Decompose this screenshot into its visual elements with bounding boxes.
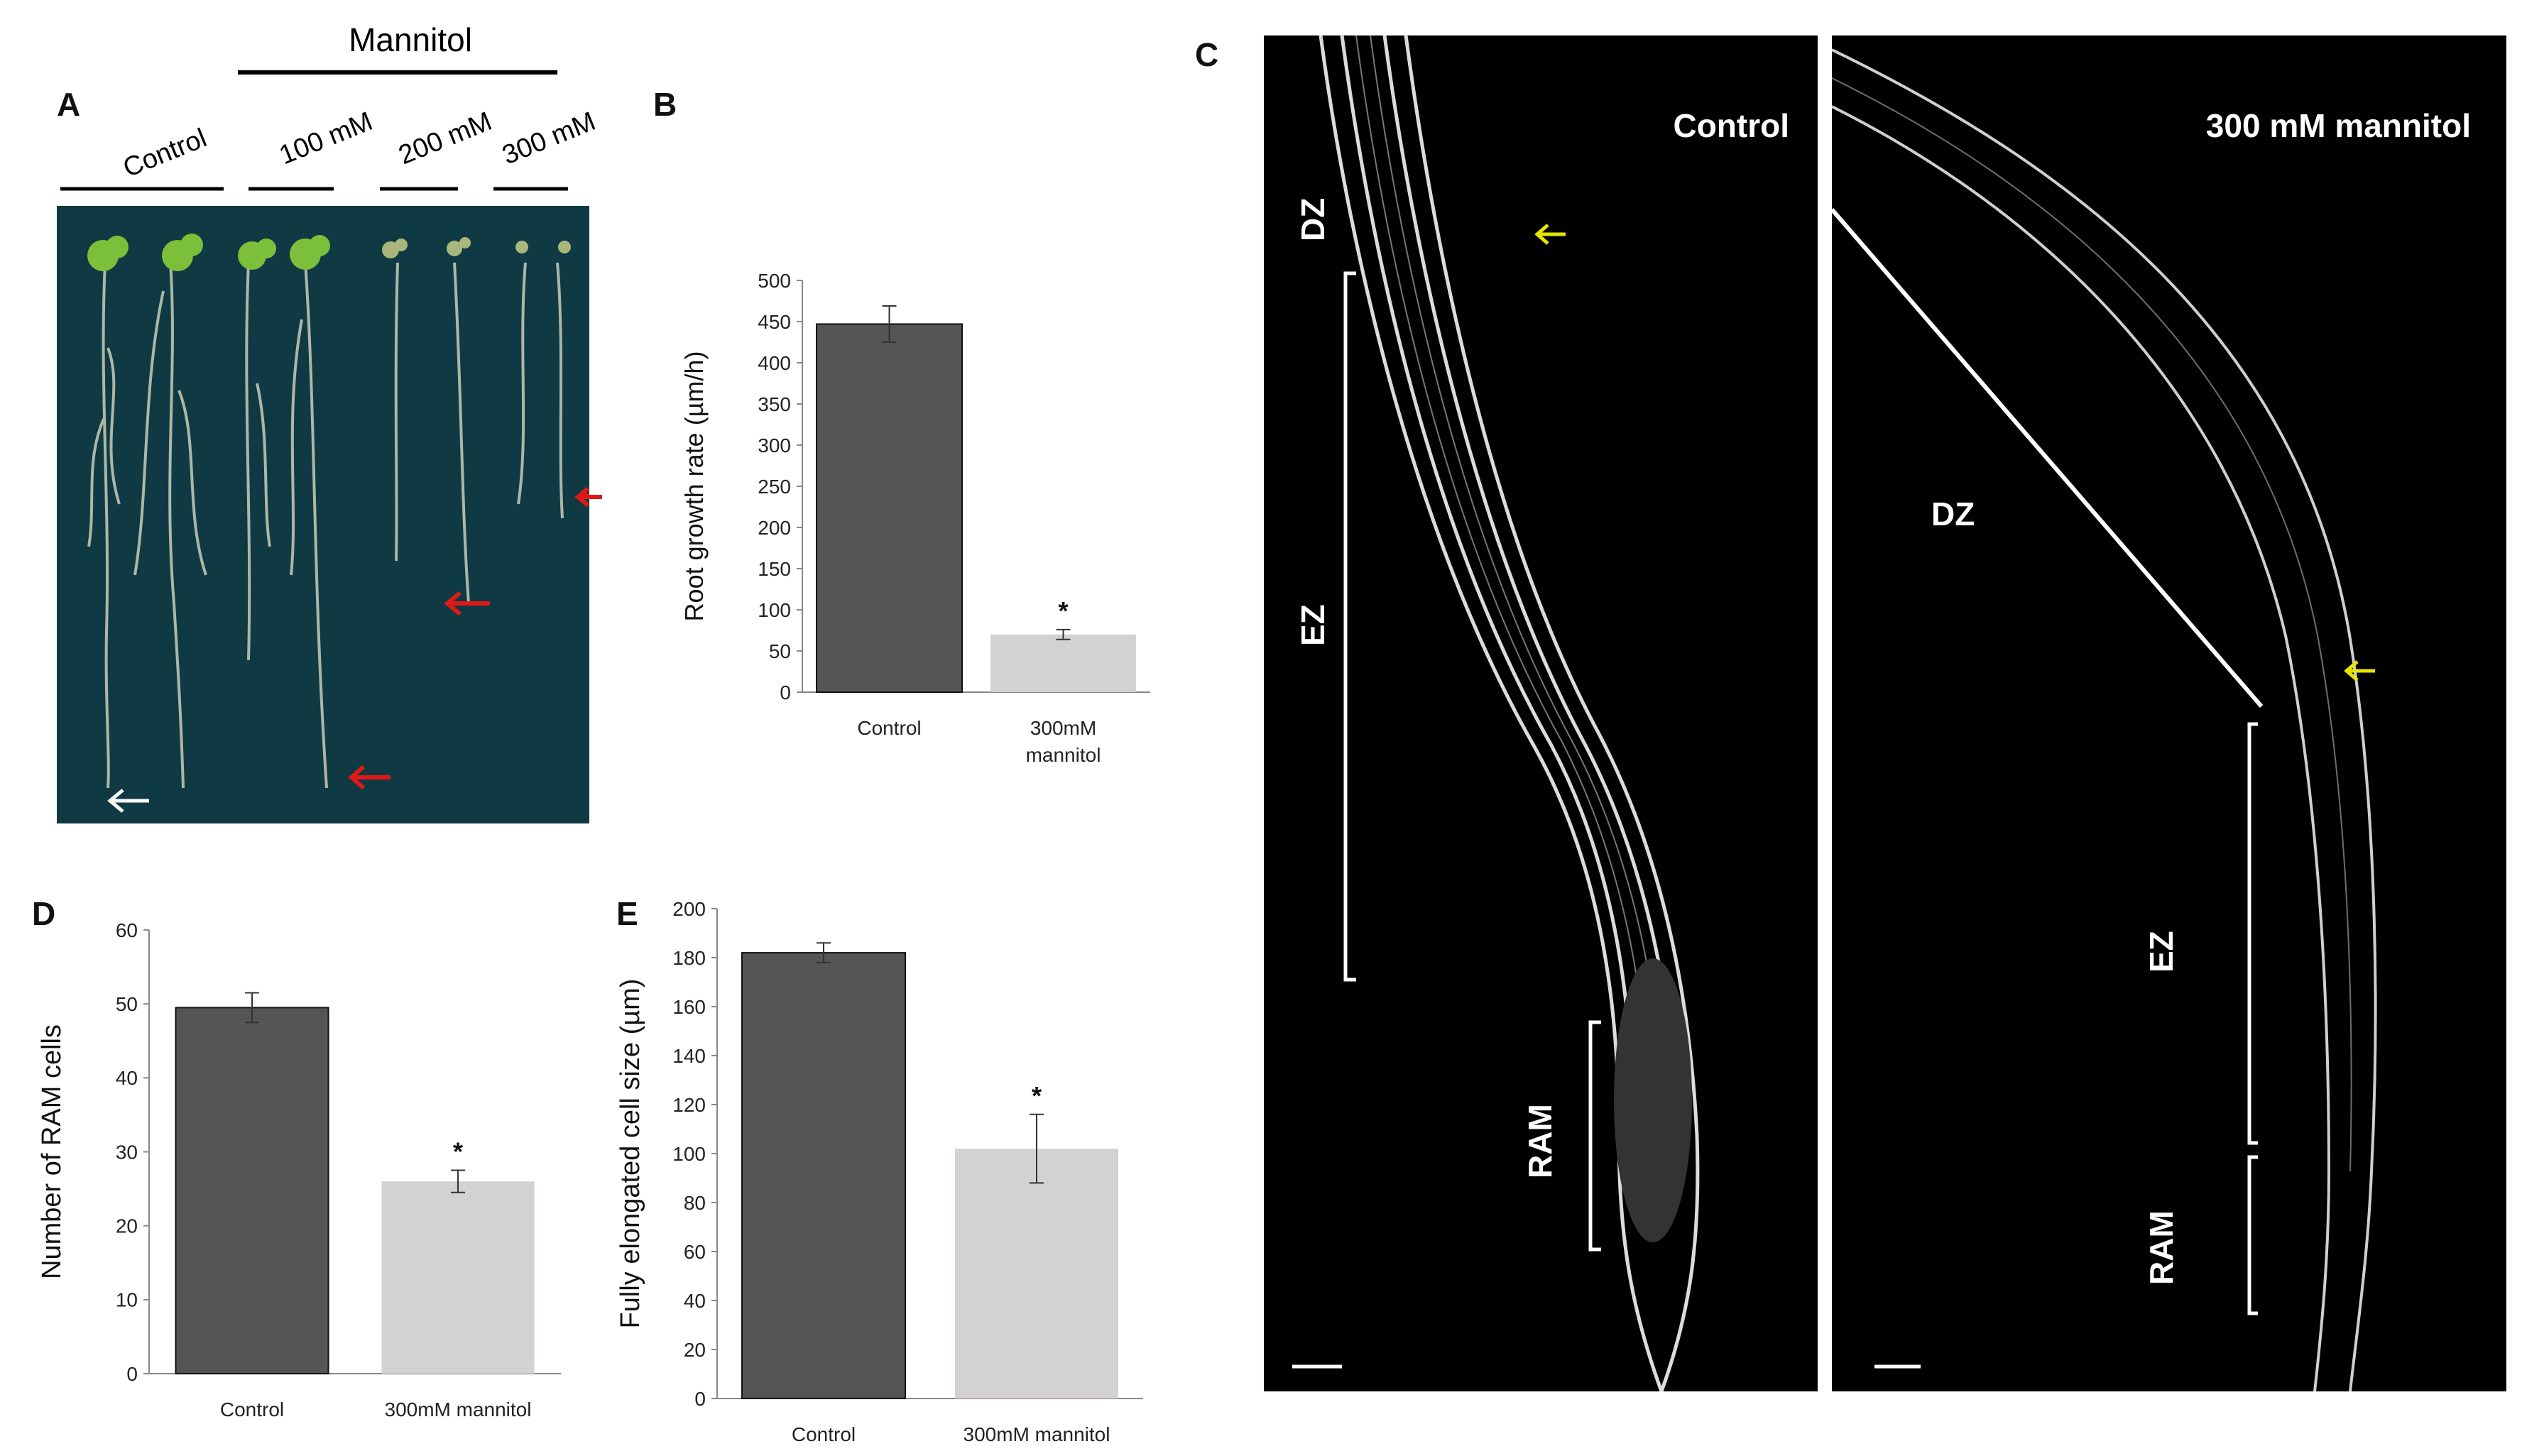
condition-label-300mm: 300 mM	[498, 106, 600, 170]
y-tick-label: 0	[694, 1388, 706, 1410]
condition-label-control: Control	[119, 124, 211, 184]
zone-label-ram-control: RAM	[1522, 1104, 1558, 1178]
x-tick-label: 300mM mannitol	[964, 1423, 1110, 1445]
y-tick-label: 60	[116, 919, 138, 941]
y-axis-label: Root growth rate (µm/h)	[679, 351, 709, 622]
y-tick-label: 60	[684, 1241, 706, 1263]
zone-label-ram-mannitol: RAM	[2143, 1210, 2180, 1285]
panel-letter-a: A	[57, 86, 81, 123]
bar	[741, 952, 906, 1400]
seedling-plate-photo	[57, 206, 589, 823]
panel-letter-d: D	[32, 895, 56, 932]
y-tick-label: 30	[116, 1141, 138, 1163]
chart-d-ram-cells: 0 10 20 30 40 50 60 Control * 300mM mannitol Numbe…	[37, 919, 561, 1421]
significance-marker: *	[1058, 596, 1068, 625]
y-tick-label: 200	[672, 898, 706, 920]
micrograph-300mm-mannitol: DZ EZ RAM 300 mM mannitol	[1832, 35, 2506, 1391]
x-tick-label: Control	[857, 717, 921, 739]
y-tick-label: 100	[758, 599, 791, 621]
bar	[816, 323, 963, 694]
y-tick-label: 350	[758, 393, 791, 415]
micrograph-control-title: Control	[1673, 107, 1789, 144]
y-tick-label: 80	[684, 1192, 706, 1214]
y-tick-label: 160	[672, 996, 706, 1018]
panel-a-header: Mannitol Control 100 mM 200 mM 300 mM	[60, 21, 600, 191]
y-axis-label: Fully elongated cell size (µm)	[616, 979, 645, 1329]
y-axis-label: Number of RAM cells	[37, 1024, 67, 1279]
bar	[381, 1181, 535, 1374]
panel-letter-c: C	[1195, 36, 1219, 73]
chart-b-root-growth-rate: 0 50 100 150 200 250 300 350 400 450 500 Control * 30…	[679, 270, 1150, 766]
bar	[175, 1007, 329, 1374]
chart-e-cell-size: 0 20 40 60 80 100 120 140 160 180 200 Control * 300mM…	[616, 898, 1143, 1445]
y-tick-label: 150	[758, 558, 791, 580]
y-tick-label: 300	[758, 434, 791, 456]
y-tick-label: 180	[672, 947, 706, 969]
mannitol-label: Mannitol	[349, 21, 472, 58]
significance-marker: *	[453, 1137, 463, 1166]
micrograph-mannitol-title: 300 mM mannitol	[2205, 107, 2471, 144]
condition-label-100mm: 100 mM	[275, 106, 377, 170]
y-tick-label: 200	[758, 517, 791, 539]
x-tick-label: 300mM	[1030, 717, 1096, 739]
y-tick-label: 140	[672, 1045, 706, 1067]
y-tick-label: 50	[116, 993, 138, 1015]
micrograph-control: Control DZ EZ RAM	[1264, 35, 1818, 1391]
x-tick-label: Control	[220, 1398, 284, 1421]
panel-letter-e: E	[616, 895, 638, 932]
zone-label-ez-mannitol: EZ	[2143, 931, 2180, 973]
y-tick-label: 450	[758, 311, 791, 333]
zone-label-ez-control: EZ	[1294, 604, 1331, 646]
y-tick-label: 40	[684, 1290, 706, 1312]
y-tick-label: 250	[758, 476, 791, 498]
y-tick-label: 500	[758, 270, 791, 292]
x-tick-label: mannitol	[1026, 744, 1101, 766]
y-tick-label: 0	[126, 1363, 138, 1385]
y-tick-label: 50	[769, 640, 791, 662]
y-tick-label: 120	[672, 1094, 706, 1116]
y-tick-label: 400	[758, 352, 791, 374]
y-tick-label: 10	[116, 1289, 138, 1311]
bar	[955, 1149, 1118, 1398]
x-tick-label: 300mM mannitol	[385, 1398, 532, 1421]
y-tick-label: 20	[116, 1215, 138, 1237]
condition-label-200mm: 200 mM	[395, 106, 496, 170]
red-arrow-icon	[574, 486, 602, 508]
zone-label-dz-mannitol: DZ	[1931, 496, 1975, 532]
x-tick-label: Control	[792, 1423, 856, 1445]
y-tick-label: 40	[116, 1067, 138, 1089]
significance-marker: *	[1032, 1081, 1042, 1110]
bar	[990, 634, 1136, 692]
panel-letter-b: B	[653, 86, 677, 123]
zone-label-dz-control: DZ	[1294, 198, 1331, 241]
y-tick-label: 20	[684, 1339, 706, 1361]
y-tick-label: 0	[780, 682, 791, 704]
y-tick-label: 100	[672, 1143, 706, 1165]
